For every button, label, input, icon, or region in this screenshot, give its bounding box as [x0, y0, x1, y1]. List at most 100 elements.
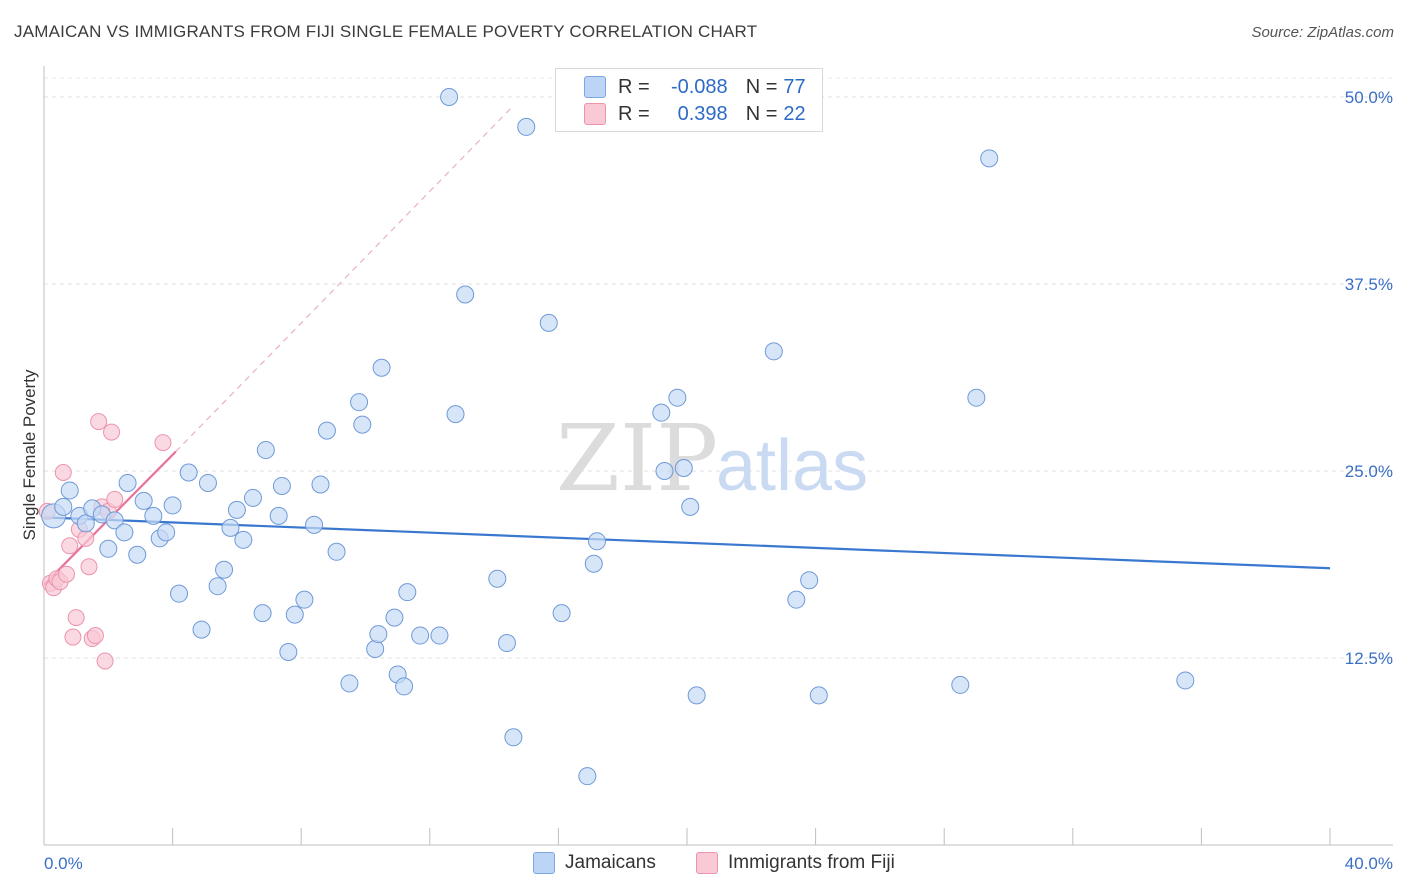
- jamaican-point: [76, 514, 95, 533]
- jamaican-point: [951, 675, 970, 694]
- jamaican-point: [411, 626, 430, 645]
- jamaican-point: [440, 88, 459, 106]
- legend-swatch-pink: [584, 103, 606, 125]
- jamaican-point: [655, 462, 674, 480]
- jamaican-point: [243, 488, 262, 507]
- jamaican-points: [41, 88, 1195, 786]
- fiji-point: [80, 558, 98, 576]
- y-tick-label: 50.0%: [1345, 88, 1393, 107]
- jamaican-point: [395, 677, 414, 696]
- jamaican-point: [552, 604, 571, 623]
- jamaican-point: [369, 625, 388, 644]
- y-tick-label: 12.5%: [1345, 649, 1393, 668]
- source-label: Source: ZipAtlas.com: [1251, 24, 1394, 41]
- jamaican-point: [208, 577, 227, 596]
- jamaican-point: [192, 620, 211, 639]
- legend-swatch-pink: [696, 852, 718, 874]
- jamaican-point: [272, 476, 291, 495]
- jamaican-point: [115, 523, 134, 542]
- jamaican-point: [967, 388, 986, 407]
- jamaican-point: [488, 569, 507, 588]
- jamaican-point: [980, 149, 999, 168]
- jamaican-point: [227, 500, 246, 519]
- legend-n-label: N =: [745, 75, 778, 98]
- legend-r-value: -0.088: [670, 75, 728, 98]
- legend-n-label: N =: [745, 102, 778, 125]
- jamaican-point: [372, 358, 391, 377]
- jamaican-point: [350, 393, 369, 412]
- jamaican-point: [353, 415, 372, 434]
- legend-r-label: R =: [618, 75, 650, 98]
- jamaican-point: [584, 554, 603, 573]
- y-tick-labels: 12.5% 25.0% 37.5% 50.0%: [1345, 88, 1393, 668]
- jamaican-point: [674, 459, 693, 478]
- legend-r-value: 0.398: [677, 102, 728, 125]
- jamaican-point: [221, 518, 240, 537]
- legend-n-value: 77: [783, 75, 806, 98]
- correlation-legend: R = -0.088 N = 77 R = 0.398 N = 22: [555, 68, 823, 132]
- jamaican-point: [163, 496, 182, 515]
- chart-title: JAMAICAN VS IMMIGRANTS FROM FIJI SINGLE …: [14, 22, 758, 41]
- bottom-legend-jamaicans[interactable]: Jamaicans: [533, 852, 656, 874]
- jamaican-point: [215, 560, 234, 579]
- jamaican-point: [681, 497, 700, 516]
- jamaican-point: [253, 604, 272, 623]
- jamaican-point: [517, 117, 536, 136]
- jamaican-point: [327, 542, 346, 561]
- jamaican-point: [340, 674, 359, 693]
- fiji-point: [54, 463, 72, 481]
- jamaican-point: [305, 515, 324, 534]
- axes: [43, 66, 1393, 846]
- jamaican-point: [398, 583, 417, 602]
- jamaican-point: [54, 497, 73, 516]
- y-tick-label: 25.0%: [1345, 462, 1393, 481]
- legend-r-label: R =: [618, 102, 650, 125]
- fiji-points: [38, 413, 172, 670]
- jamaican-point: [446, 405, 465, 424]
- fiji-trend-extension: [175, 108, 511, 452]
- jamaican-point: [668, 388, 687, 407]
- jamaican-point: [269, 506, 288, 525]
- fiji-point: [64, 628, 82, 646]
- fiji-point: [77, 529, 95, 547]
- jamaican-point: [504, 728, 523, 747]
- jamaican-point: [687, 686, 706, 705]
- watermark-atlas: atlas: [716, 426, 868, 506]
- jamaican-point: [134, 491, 153, 510]
- legend-series-label: Jamaicans: [565, 852, 656, 873]
- legend-swatch-blue: [584, 76, 606, 98]
- fiji-point: [96, 652, 114, 670]
- fiji-point: [61, 537, 79, 555]
- legend-n-value: 22: [783, 102, 806, 125]
- jamaican-point: [60, 481, 79, 500]
- jamaican-point: [157, 523, 176, 542]
- fiji-point: [154, 434, 172, 452]
- jamaican-point: [99, 539, 118, 558]
- bottom-legend-fiji[interactable]: Immigrants from Fiji: [696, 852, 895, 874]
- legend-swatch-blue: [533, 852, 555, 874]
- gridlines: [44, 77, 1393, 659]
- jamaican-point: [456, 285, 475, 304]
- jamaican-point: [366, 640, 385, 659]
- jamaican-point: [170, 584, 189, 603]
- y-axis-title: Single Female Poverty: [20, 369, 39, 541]
- legend-row-jamaicans: R = -0.088 N = 77: [556, 74, 806, 100]
- watermark-zip: ZIP: [556, 405, 718, 512]
- jamaican-point: [764, 342, 783, 361]
- jamaican-point: [578, 767, 597, 786]
- x-tick-label-min: 0.0%: [44, 854, 83, 873]
- jamaican-point: [279, 643, 298, 662]
- jamaican-point: [144, 506, 163, 525]
- y-tick-label: 37.5%: [1345, 275, 1393, 294]
- jamaican-point: [587, 532, 606, 551]
- jamaican-point: [385, 608, 404, 627]
- jamaican-point: [317, 421, 336, 440]
- jamaican-point: [128, 545, 147, 564]
- jamaican-point: [179, 463, 198, 482]
- jamaican-point: [430, 626, 449, 645]
- legend-series-label: Immigrants from Fiji: [728, 852, 895, 873]
- jamaican-point: [787, 590, 806, 609]
- fiji-point: [86, 627, 104, 645]
- jamaican-point: [118, 473, 137, 492]
